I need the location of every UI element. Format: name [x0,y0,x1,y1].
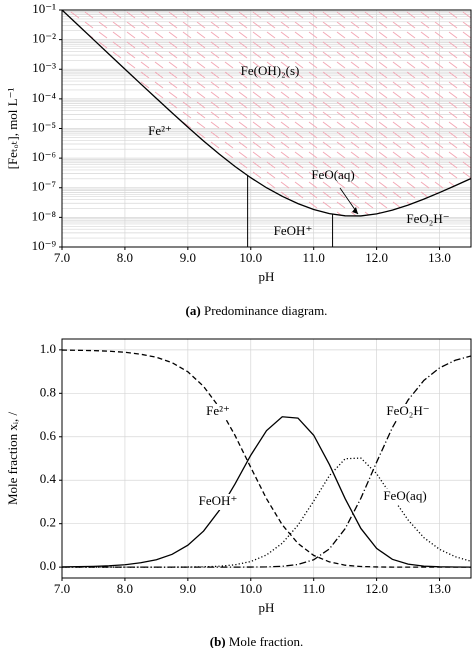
y-tick-label: 10⁻⁵ [32,119,56,134]
region-label: FeO(aq) [311,167,354,182]
x-tick-label: 10.0 [239,581,262,596]
x-tick-label: 10.0 [239,250,262,265]
y-tick-label: 0.0 [40,558,56,573]
region-label: FeO₂H⁻ [406,211,449,226]
x-tick-label: 13.0 [428,581,451,596]
y-tick-label: 10⁻⁸ [32,208,57,223]
caption-text: Mole fraction. [229,634,303,648]
x-tick-label: 12.0 [365,250,388,265]
series-line [62,355,471,568]
y-axis-label: Mole fraction xᵢ, / [5,412,20,505]
x-tick-label: 9.0 [180,250,196,265]
x-axis-label: pH [259,269,275,284]
y-tick-label: 10⁻⁷ [32,179,56,194]
x-tick-label: 11.0 [303,581,325,596]
arrow-head [352,207,358,214]
x-tick-label: 11.0 [303,250,325,265]
label-bg [194,404,242,420]
series-label: FeO₂H⁻ [386,403,429,418]
series-label: FeOH⁺ [199,493,238,508]
x-tick-label: 8.0 [117,250,133,265]
y-tick-label: 0.2 [40,515,56,530]
y-tick-label: 1.0 [40,341,56,356]
y-tick-label: 10⁻⁴ [32,90,57,105]
region-label: Fe²⁺ [148,123,172,138]
caption-label: (a) [186,303,201,318]
x-tick-label: 7.0 [54,250,70,265]
series-line [62,457,471,568]
caption: (b) Mole fraction. [210,634,304,648]
region-label: Fe(OH)₂(s) [241,63,300,78]
x-tick-label: 9.0 [180,581,196,596]
y-tick-label: 0.6 [40,428,57,443]
hatched-region [62,10,471,216]
y-tick-label: 10⁻⁹ [32,238,57,253]
x-tick-label: 8.0 [117,581,133,596]
caption: (a) Predominance diagram. [186,303,328,318]
series-line [62,349,471,568]
series-label: FeO(aq) [383,488,426,503]
region-label: FeOH⁺ [274,223,313,238]
label-bg [194,494,242,510]
caption-text: Predominance diagram. [204,303,327,318]
y-tick-label: 0.4 [40,471,57,486]
series-label: Fe²⁺ [206,403,230,418]
y-axis-label: [Feₜₒₜ], mol L⁻¹ [5,88,20,170]
plot-frame [61,338,472,579]
label-bg [384,404,432,420]
x-axis-label: pH [259,600,275,615]
y-tick-label: 0.8 [40,384,56,399]
x-tick-label: 12.0 [365,581,388,596]
series-line [62,10,471,217]
y-tick-label: 10⁻¹ [32,1,56,16]
y-tick-label: 10⁻² [32,31,56,46]
y-tick-label: 10⁻⁶ [32,149,56,164]
y-tick-label: 10⁻³ [32,60,56,75]
plot-frame [61,9,472,248]
series-line [62,416,471,568]
x-tick-label: 13.0 [428,250,451,265]
label-bg [381,489,429,505]
caption-label: (b) [210,634,226,648]
x-tick-label: 7.0 [54,581,70,596]
